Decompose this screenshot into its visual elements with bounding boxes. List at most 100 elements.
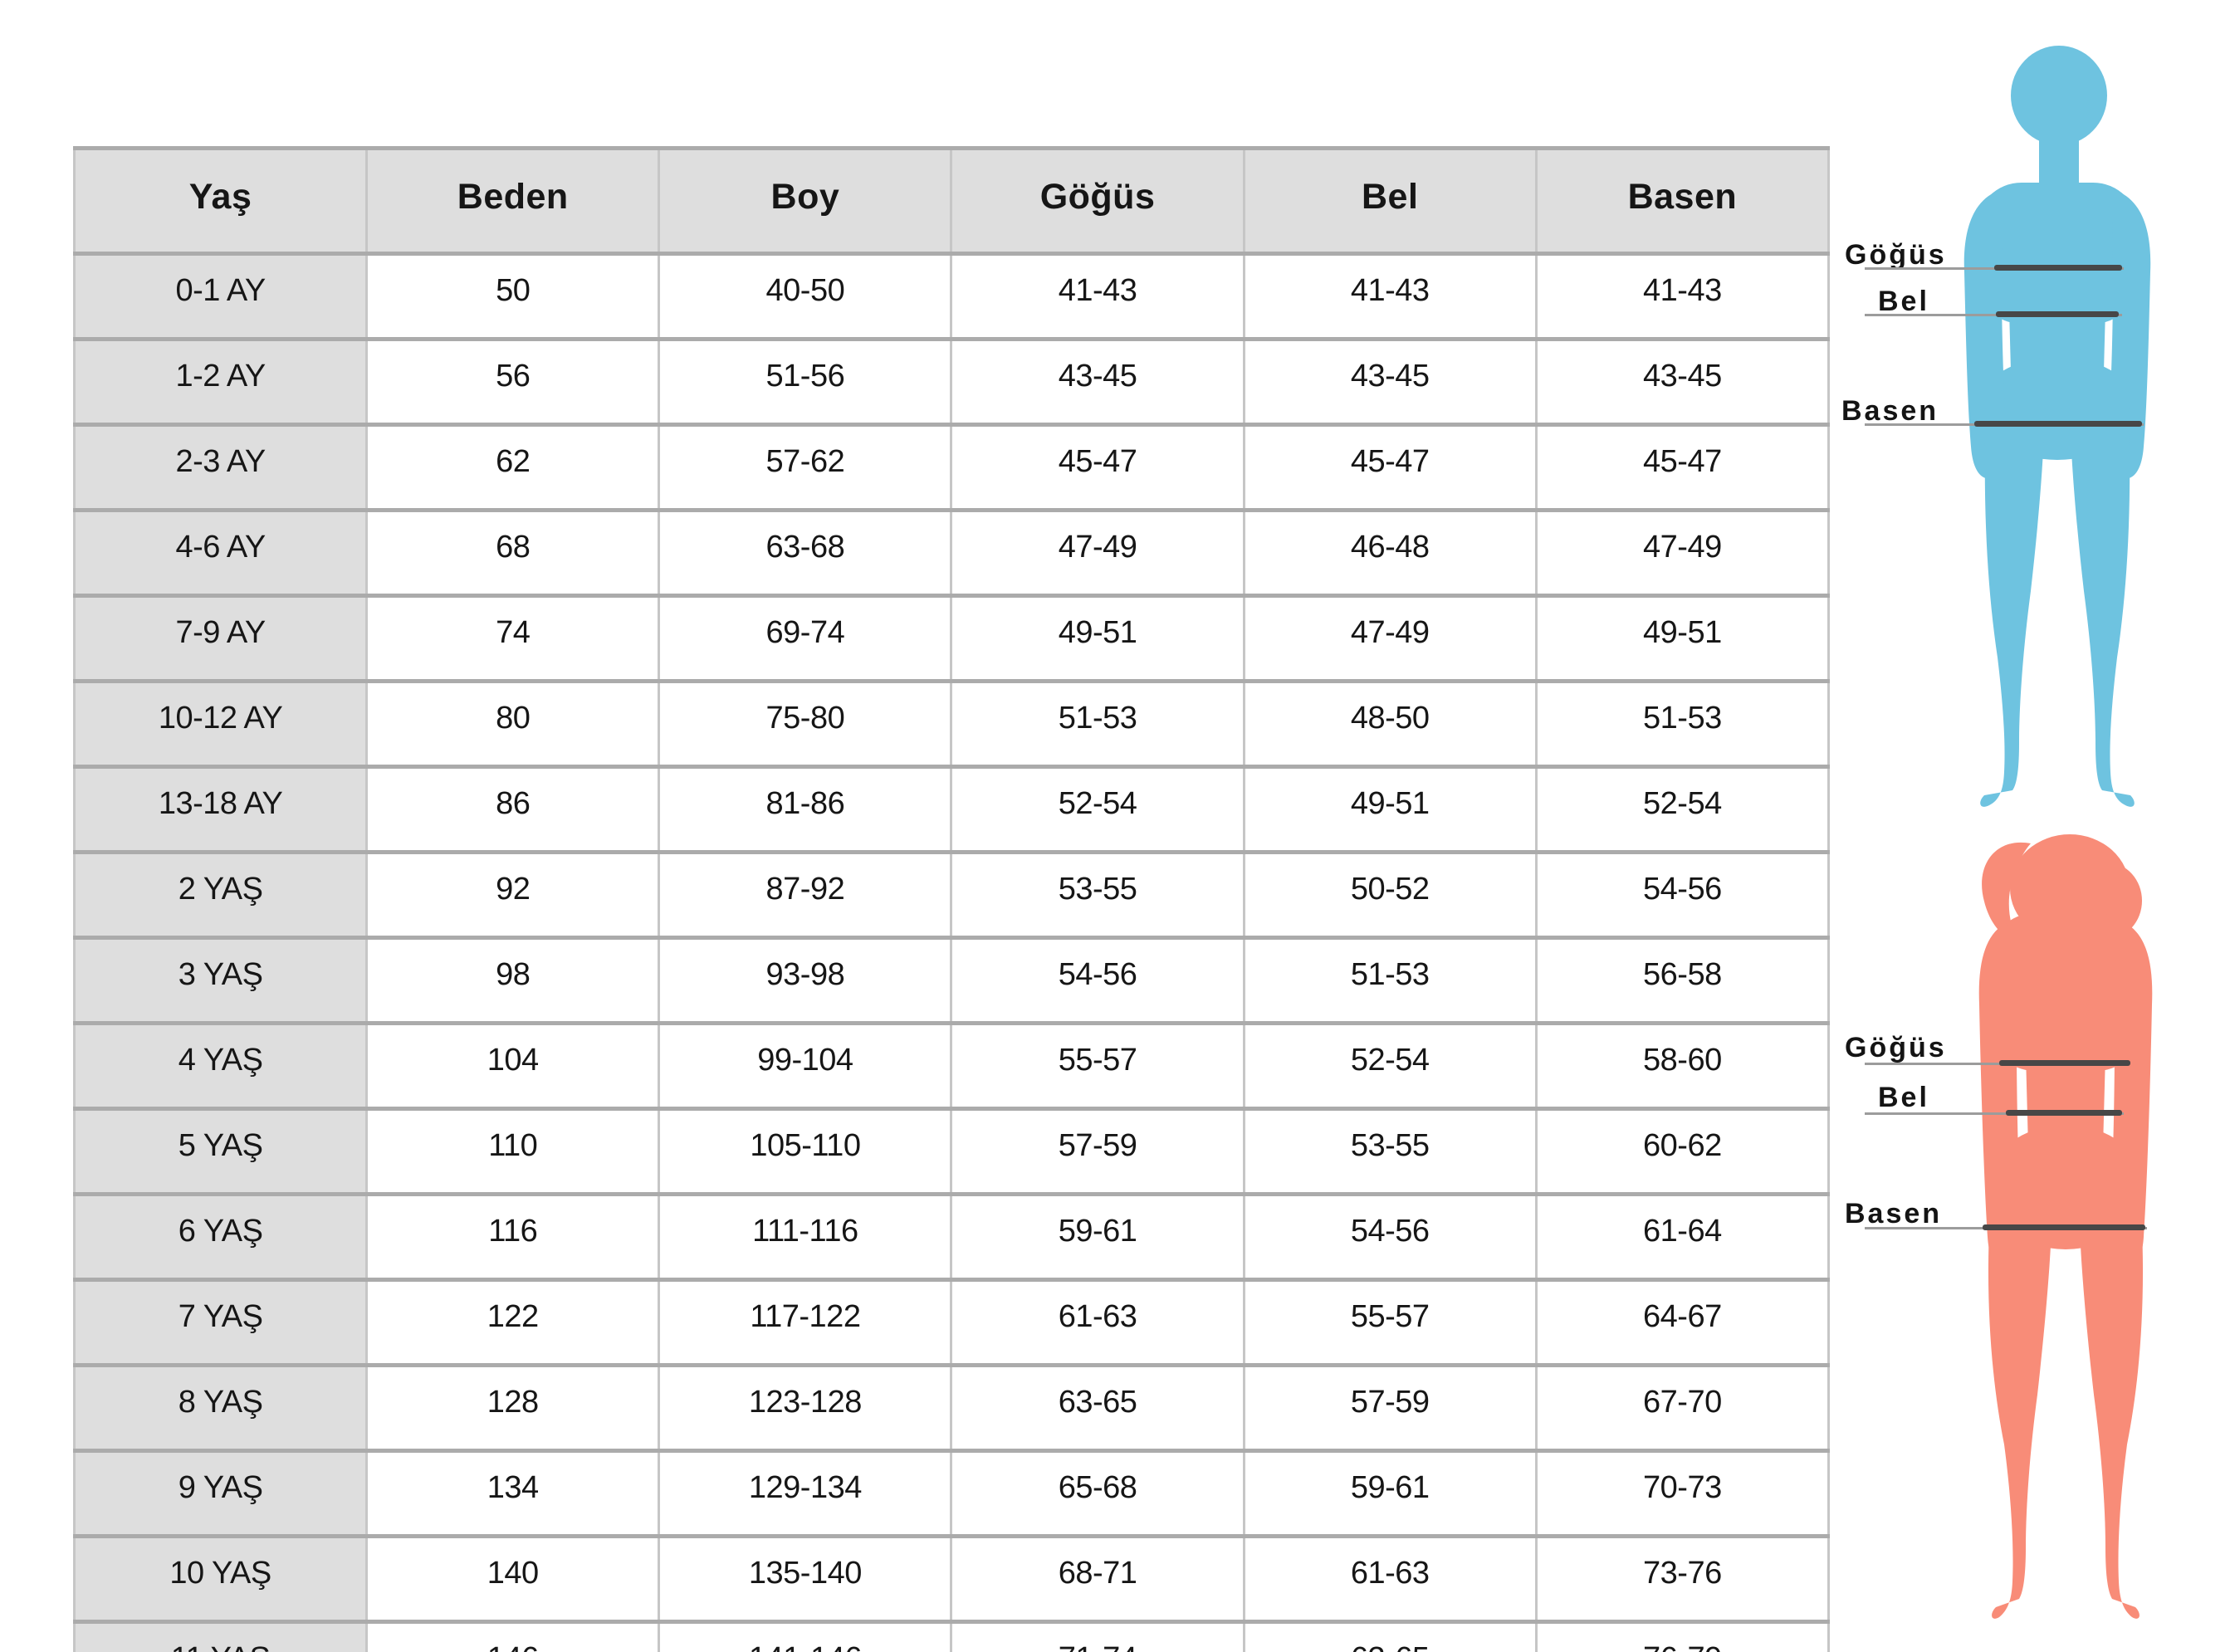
table-row: 7-9 AY 74 69-74 49-51 47-49 49-51 (72, 594, 1831, 683)
height-cell: 69-74 (658, 594, 953, 683)
girl-chest-measure-line (1999, 1060, 2130, 1066)
table-row: 5 YAŞ 110 105-110 57-59 53-55 60-62 (72, 1107, 1831, 1196)
age-cell: 9 YAŞ (72, 1449, 369, 1538)
table-row: 4 YAŞ 104 99-104 55-57 52-54 58-60 (72, 1021, 1831, 1111)
table-row: 2 YAŞ 92 87-92 53-55 50-52 54-56 (72, 850, 1831, 940)
table-row: 1-2 AY 56 51-56 43-45 43-45 43-45 (72, 337, 1831, 427)
size-cell: 140 (365, 1534, 661, 1624)
size-cell: 68 (365, 508, 661, 598)
hip-cell: 52-54 (1534, 765, 1831, 854)
hip-cell: 73-76 (1534, 1534, 1831, 1624)
chest-cell: 53-55 (950, 850, 1245, 940)
hip-cell: 76-79 (1534, 1620, 1831, 1652)
chest-cell: 45-47 (950, 423, 1245, 512)
boy-waist-label: Bel (1878, 286, 1929, 317)
size-cell: 74 (365, 594, 661, 683)
boy-hip-measure-line (1974, 421, 2142, 427)
height-cell: 123-128 (658, 1363, 953, 1453)
size-cell: 104 (365, 1021, 661, 1111)
chest-cell: 49-51 (950, 594, 1245, 683)
height-cell: 57-62 (658, 423, 953, 512)
boy-hip-label: Basen (1841, 395, 1939, 427)
height-cell: 99-104 (658, 1021, 953, 1111)
chest-cell: 55-57 (950, 1021, 1245, 1111)
table-row: 6 YAŞ 116 111-116 59-61 54-56 61-64 (72, 1192, 1831, 1282)
girl-body-shape (1978, 834, 2153, 1619)
height-cell: 111-116 (658, 1192, 953, 1282)
age-cell: 10-12 AY (72, 679, 369, 769)
age-cell: 0-1 AY (72, 252, 369, 341)
age-cell: 4-6 AY (72, 508, 369, 598)
hip-cell: 67-70 (1534, 1363, 1831, 1453)
table-row: 2-3 AY 62 57-62 45-47 45-47 45-47 (72, 423, 1831, 512)
age-cell: 13-18 AY (72, 765, 369, 854)
size-cell: 56 (365, 337, 661, 427)
column-header-height: Boy (658, 146, 953, 256)
hip-cell: 51-53 (1534, 679, 1831, 769)
height-cell: 75-80 (658, 679, 953, 769)
height-cell: 87-92 (658, 850, 953, 940)
column-header-size: Beden (365, 146, 661, 256)
height-cell: 93-98 (658, 936, 953, 1025)
boy-waist-guide-line (1865, 314, 2122, 316)
waist-cell: 53-55 (1242, 1107, 1538, 1196)
waist-cell: 50-52 (1242, 850, 1538, 940)
height-cell: 129-134 (658, 1449, 953, 1538)
girl-chest-label: Göğüs (1845, 1032, 1947, 1063)
girl-hip-measure-line (1983, 1224, 2145, 1230)
age-cell: 11 YAŞ (72, 1620, 369, 1652)
girl-waist-label: Bel (1878, 1082, 1929, 1113)
hip-cell: 41-43 (1534, 252, 1831, 341)
girl-hip-label: Basen (1845, 1198, 1943, 1229)
waist-cell: 63-65 (1242, 1620, 1538, 1652)
table-row: 10-12 AY 80 75-80 51-53 48-50 51-53 (72, 679, 1831, 769)
chest-cell: 51-53 (950, 679, 1245, 769)
height-cell: 63-68 (658, 508, 953, 598)
chest-cell: 52-54 (950, 765, 1245, 854)
column-header-waist: Bel (1242, 146, 1538, 256)
waist-cell: 52-54 (1242, 1021, 1538, 1111)
age-cell: 10 YAŞ (72, 1534, 369, 1624)
chest-cell: 43-45 (950, 337, 1245, 427)
size-table-header: Yaş Beden Boy Göğüs Bel Basen (72, 146, 1831, 256)
waist-cell: 57-59 (1242, 1363, 1538, 1453)
chest-cell: 63-65 (950, 1363, 1245, 1453)
waist-cell: 47-49 (1242, 594, 1538, 683)
hip-cell: 58-60 (1534, 1021, 1831, 1111)
girl-chest-guide-line (1865, 1063, 2129, 1065)
table-row: 10 YAŞ 140 135-140 68-71 61-63 73-76 (72, 1534, 1831, 1624)
size-cell: 86 (365, 765, 661, 854)
age-cell: 2 YAŞ (72, 850, 369, 940)
table-row: 13-18 AY 86 81-86 52-54 49-51 52-54 (72, 765, 1831, 854)
height-cell: 117-122 (658, 1278, 953, 1367)
hip-cell: 56-58 (1534, 936, 1831, 1025)
height-cell: 105-110 (658, 1107, 953, 1196)
size-cell: 134 (365, 1449, 661, 1538)
hip-cell: 70-73 (1534, 1449, 1831, 1538)
age-cell: 1-2 AY (72, 337, 369, 427)
chest-cell: 57-59 (950, 1107, 1245, 1196)
waist-cell: 41-43 (1242, 252, 1538, 341)
column-header-hip: Basen (1534, 146, 1831, 256)
size-cell: 92 (365, 850, 661, 940)
age-cell: 3 YAŞ (72, 936, 369, 1025)
boy-waist-measure-line (1996, 311, 2119, 317)
height-cell: 135-140 (658, 1534, 953, 1624)
hip-cell: 54-56 (1534, 850, 1831, 940)
age-cell: 7 YAŞ (72, 1278, 369, 1367)
table-row: 3 YAŞ 98 93-98 54-56 51-53 56-58 (72, 936, 1831, 1025)
chest-cell: 54-56 (950, 936, 1245, 1025)
waist-cell: 61-63 (1242, 1534, 1538, 1624)
size-cell: 50 (365, 252, 661, 341)
size-cell: 128 (365, 1363, 661, 1453)
height-cell: 40-50 (658, 252, 953, 341)
girl-waist-measure-line (2006, 1110, 2122, 1116)
column-header-chest: Göğüs (950, 146, 1245, 256)
size-cell: 122 (365, 1278, 661, 1367)
girl-waist-guide-line (1865, 1112, 2124, 1115)
girl-ponytail (1982, 842, 2031, 943)
age-cell: 7-9 AY (72, 594, 369, 683)
size-cell: 80 (365, 679, 661, 769)
waist-cell: 48-50 (1242, 679, 1538, 769)
